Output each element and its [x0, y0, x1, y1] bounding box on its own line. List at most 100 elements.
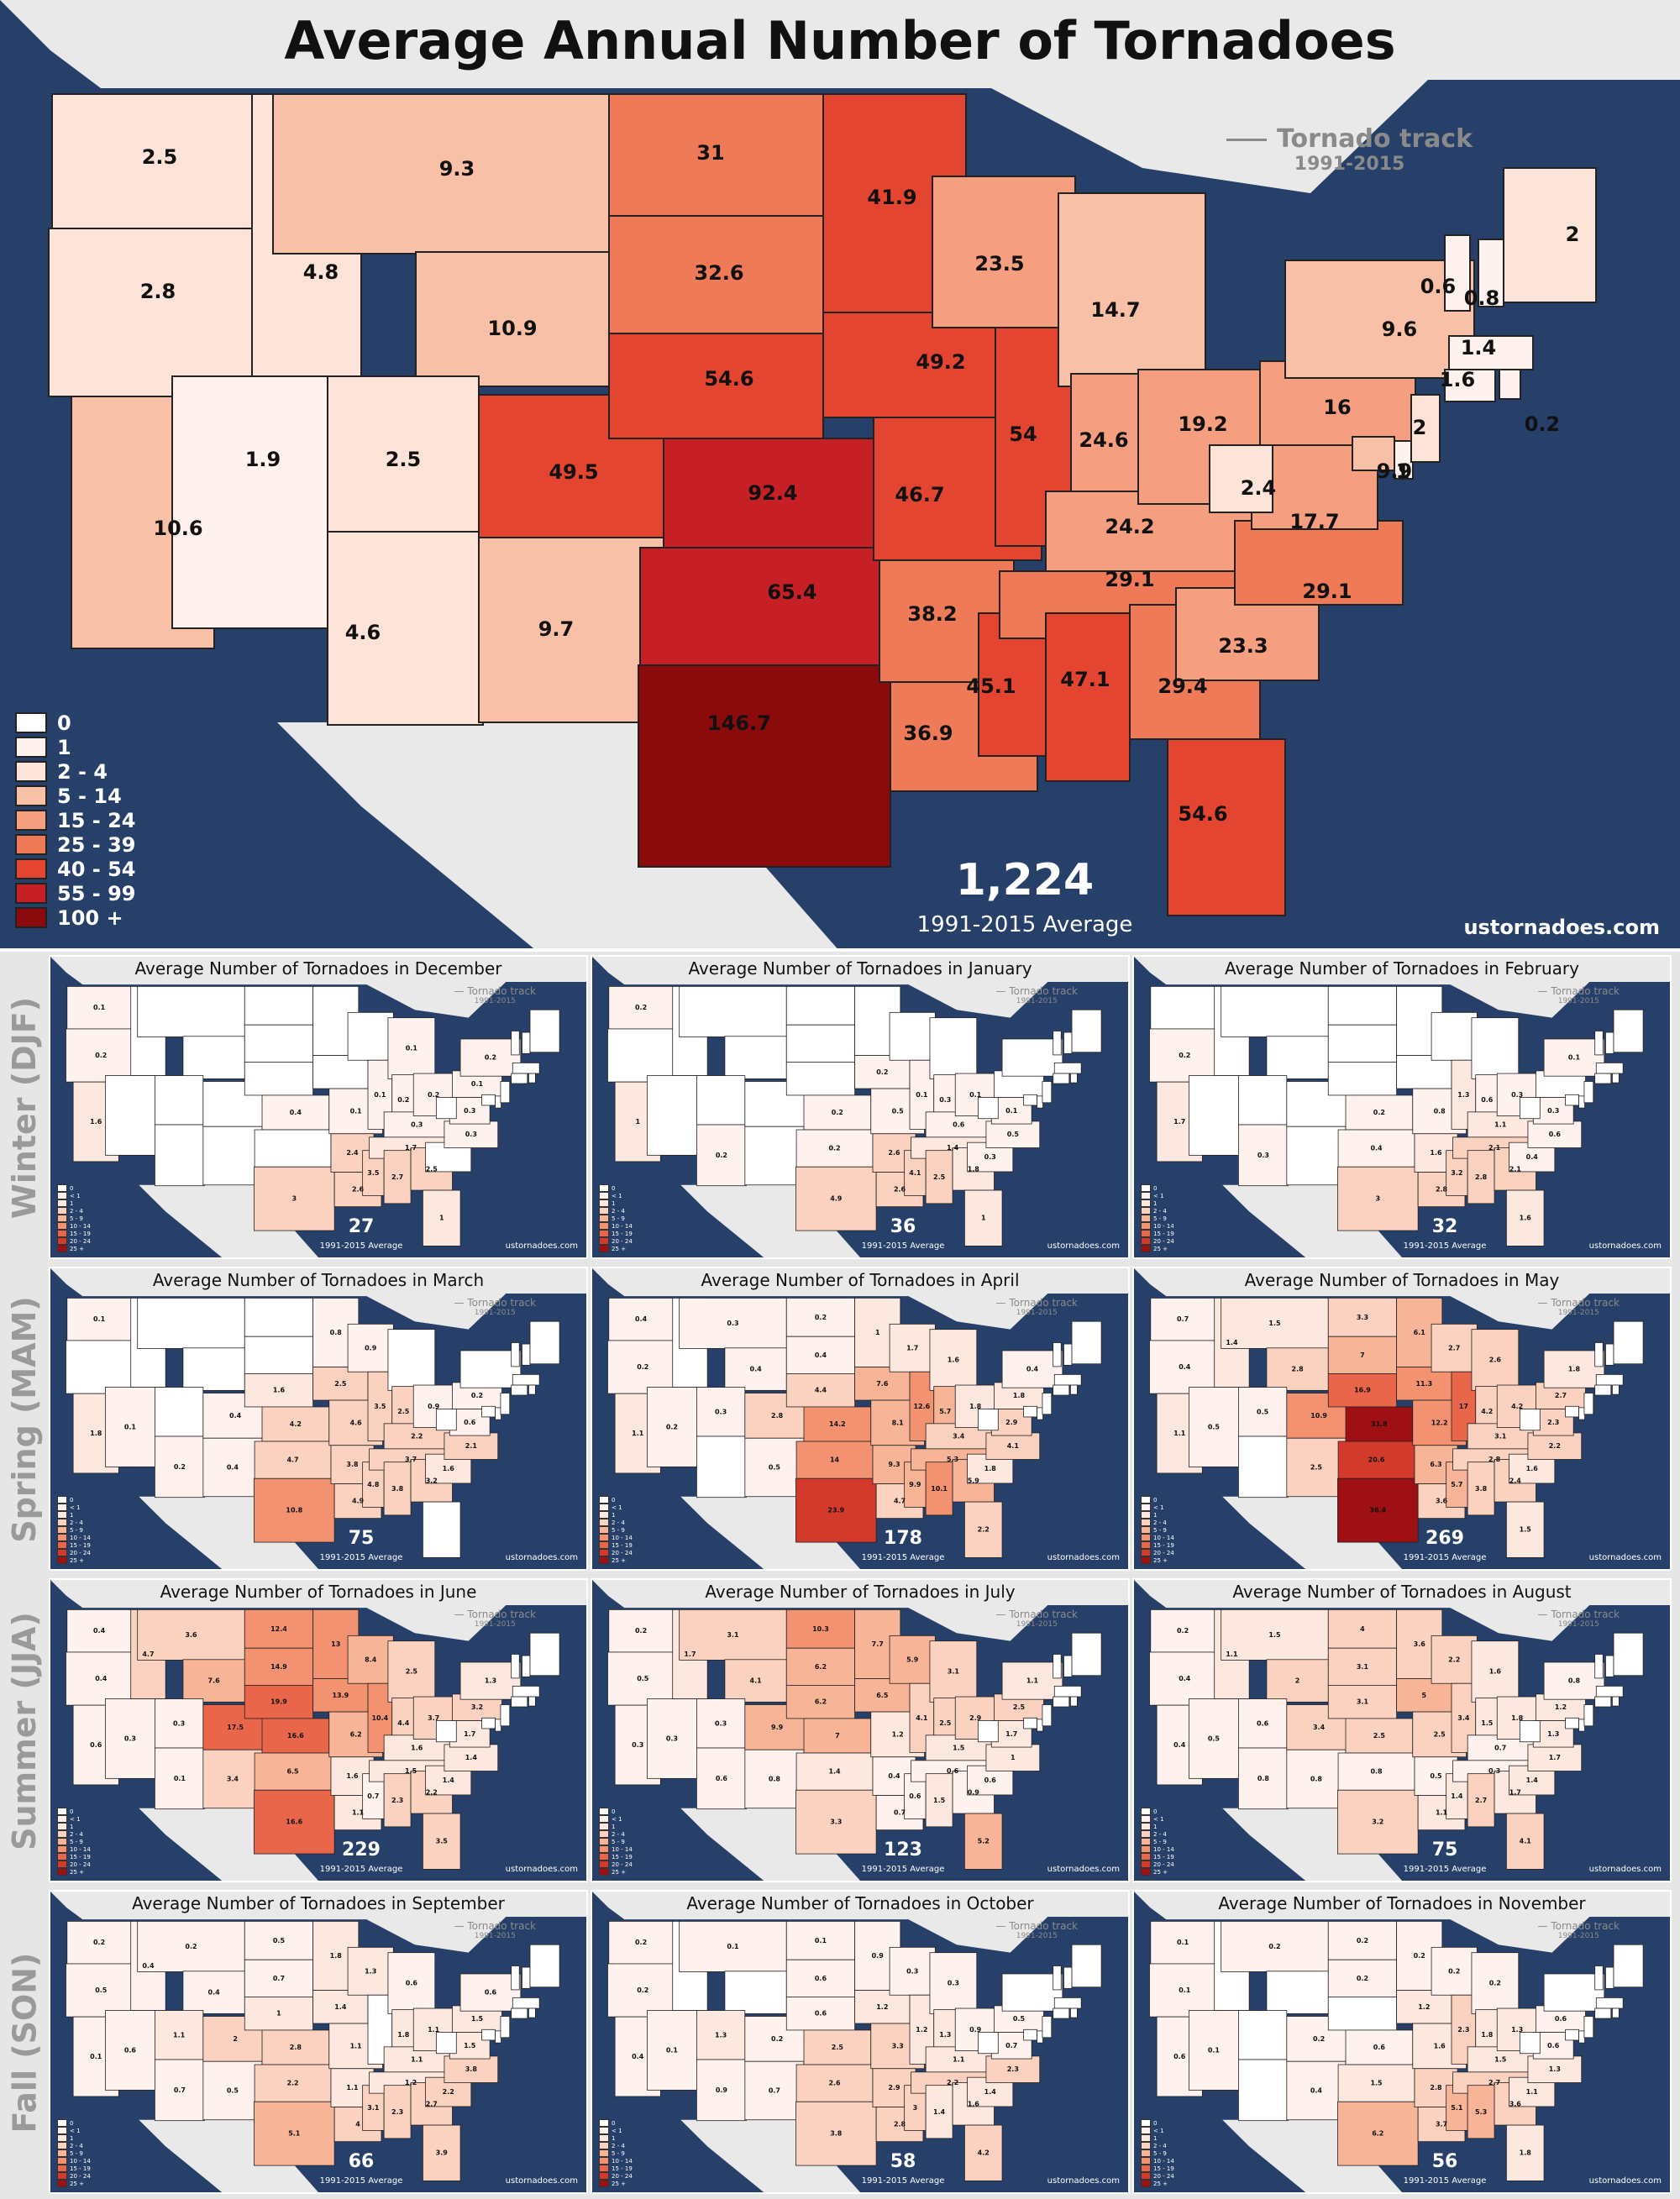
month-state-ks — [1345, 1094, 1414, 1131]
annual-label-va: 17.7 — [1289, 510, 1339, 533]
month-label-tx: 10.8 — [286, 1507, 302, 1514]
month-label-sc: 0.3 — [984, 1153, 996, 1161]
legend-item: 2 - 4 — [599, 2142, 633, 2149]
annual-total: 1,224 — [955, 855, 1095, 905]
month-label-ms: 5.7 — [1451, 1481, 1462, 1488]
month-label-mo: 0.1 — [350, 1107, 363, 1115]
month-label-nc: 0.6 — [1549, 1131, 1562, 1138]
month-state-sd — [1327, 1647, 1398, 1686]
month-label-ga: 0.9 — [968, 1788, 980, 1796]
annual-label-oh: 19.2 — [1178, 412, 1227, 436]
legend-item: 25 + — [599, 1245, 633, 1252]
legend-swatch — [599, 1496, 609, 1504]
tornado-track-label: — Tornado track — [995, 985, 1078, 997]
month-label-nc: 1.3 — [1549, 2065, 1561, 2073]
legend-item: 25 + — [1141, 1556, 1174, 1564]
canada-land — [1134, 1892, 1670, 1953]
month-state-ut — [155, 1387, 204, 1437]
tornado-track-label: — Tornado track — [995, 1609, 1078, 1620]
month-label-ny: 0.1 — [1568, 1054, 1581, 1062]
month-label-wy: 2 — [1295, 1677, 1300, 1685]
month-state-md — [1565, 2028, 1579, 2041]
month-label-ia: 0.2 — [876, 1068, 888, 1076]
legend-label: 10 - 14 — [1153, 2157, 1174, 2165]
month-label-ut: 1.3 — [715, 2031, 727, 2039]
legend-label: 10 - 14 — [612, 1534, 633, 1541]
month-state-nm — [744, 1126, 805, 1186]
month-label-va: 1.3 — [1547, 1730, 1559, 1738]
legend-item: 0 — [599, 1808, 633, 1815]
month-state-vt — [511, 1342, 520, 1367]
legend-label: 20 - 24 — [612, 1549, 633, 1556]
month-state-fl — [423, 1501, 461, 1558]
month-label-sc: 1.6 — [1526, 1465, 1539, 1472]
month-label-wa: 0.2 — [1177, 1627, 1189, 1635]
month-state-nv — [646, 2010, 697, 2091]
month-state-or — [1149, 1651, 1221, 1706]
season-label: Spring (MAM) — [0, 1263, 49, 1575]
annual-state-nm — [478, 537, 664, 723]
legend-swatch — [15, 834, 47, 855]
legend-label: 2 - 4 — [57, 759, 108, 784]
legend-item: 5 - 9 — [1141, 1215, 1174, 1222]
legend-item: 10 - 14 — [1141, 2157, 1174, 2165]
tornado-track-years: 1991-2015 — [474, 1309, 516, 1317]
month-state-mi — [1471, 1952, 1520, 2014]
month-label-wa: 0.7 — [1177, 1315, 1189, 1323]
mexico-land — [1222, 1184, 1402, 1257]
legend-swatch — [57, 1511, 67, 1519]
month-state-mi — [929, 1952, 978, 2014]
annual-state-ri — [1499, 369, 1521, 400]
month-state-nd — [1327, 985, 1398, 1026]
legend-swatch — [1141, 2172, 1151, 2180]
month-label-in: 2.5 — [397, 1408, 410, 1415]
legend-swatch — [599, 2119, 609, 2127]
annual-label-ar: 38.2 — [907, 602, 957, 626]
month-state-ks — [261, 1406, 330, 1442]
annual-label-nj: 2 — [1413, 416, 1427, 439]
legend-swatch — [599, 2157, 609, 2165]
month-state-nm — [202, 2060, 263, 2121]
month-state-az — [696, 2059, 747, 2122]
month-label-ca: 0.3 — [632, 1741, 643, 1749]
annual-label-nd: 31 — [696, 141, 724, 165]
month-state-md — [1023, 1717, 1037, 1729]
legend-swatch — [57, 1207, 67, 1215]
month-label-tx: 23.9 — [827, 1507, 844, 1514]
month-label-ga: 2.5 — [426, 1165, 438, 1173]
month-label-or: 0.5 — [637, 1675, 649, 1682]
month-label-ks: 14.2 — [829, 1420, 846, 1428]
month-label-sd: 0.2 — [1357, 1975, 1368, 1982]
legend-item: 55 - 99 — [15, 881, 135, 905]
month-state-az — [1238, 2059, 1289, 2122]
month-label-nc: 2.2 — [1549, 1442, 1561, 1450]
annual-state-wy — [415, 251, 610, 387]
annual-label-ia: 49.2 — [916, 350, 965, 374]
month-average-label: 1991-2015 Average — [1403, 2176, 1487, 2186]
month-state-nv — [646, 1698, 697, 1779]
month-label-ks: 0.2 — [832, 1109, 843, 1116]
month-label-tn: 1.2 — [405, 2079, 417, 2086]
legend-item: < 1 — [599, 1815, 633, 1823]
month-label-nv: 0.3 — [124, 1735, 136, 1742]
legend-swatch — [599, 1526, 609, 1534]
month-label-nm: 2.5 — [1310, 1463, 1323, 1471]
tornado-track-years: 1991-2015 — [1557, 1309, 1599, 1317]
month-state-mi — [1471, 1640, 1520, 1703]
legend-item: 1 — [57, 2134, 91, 2142]
month-label-in: 4.2 — [1481, 1408, 1493, 1415]
month-state-ny — [459, 1973, 522, 2012]
tornado-track-label: — Tornado track — [995, 1920, 1078, 1932]
legend-swatch — [57, 1504, 67, 1511]
legend-item: 15 - 19 — [599, 1230, 633, 1237]
month-label-ms: 9.9 — [909, 1481, 921, 1488]
legend-item: < 1 — [57, 1815, 91, 1823]
legend-item: 1 — [599, 1823, 633, 1830]
legend-swatch — [1141, 1860, 1151, 1868]
legend-item: 0 — [15, 711, 135, 735]
month-state-vt — [1594, 1654, 1604, 1679]
month-label-ne: 0.6 — [815, 2010, 827, 2018]
month-label-tx: 16.6 — [286, 1819, 302, 1826]
annual-label-ny: 9.6 — [1382, 318, 1418, 341]
